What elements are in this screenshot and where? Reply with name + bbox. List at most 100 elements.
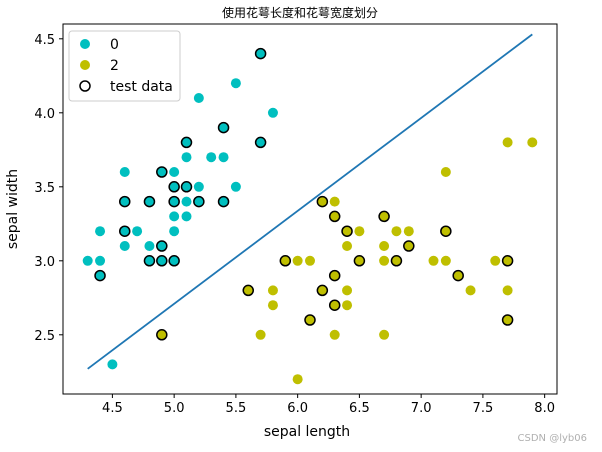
data-point-class-0	[181, 211, 192, 222]
axes-frame	[62, 23, 558, 395]
test-data-point	[94, 269, 106, 282]
test-data-point	[279, 255, 292, 267]
y-tick-label: 3.0	[34, 255, 55, 270]
decision-boundary-layer	[87, 33, 533, 370]
data-point-class-2	[292, 374, 303, 385]
data-point-class-2	[329, 196, 340, 207]
test-data-point	[440, 225, 452, 237]
data-point-class-0	[95, 255, 106, 266]
y-tick-label: 4.5	[34, 33, 55, 48]
x-axis-ticks: 4.5 5.0 5.5 6.0 6.5 7.0 7.5 8.0	[102, 394, 555, 416]
watermark: CSDN @lyb06	[518, 433, 587, 444]
x-axis-label: sepal length	[264, 424, 350, 440]
data-point-class-2	[379, 255, 390, 266]
legend-marker-test-data	[79, 80, 91, 92]
test-data-point	[242, 284, 254, 297]
test-data-point	[304, 314, 316, 326]
legend-marker-2	[80, 60, 90, 70]
legend-label-test-data: test data	[110, 79, 173, 95]
data-point-class-2	[527, 137, 538, 148]
test-data-point	[156, 255, 168, 267]
x-tick-label: 7.5	[473, 401, 494, 416]
test-data-point	[156, 166, 168, 178]
data-point-class-0	[193, 181, 204, 192]
data-point-class-0	[107, 359, 118, 370]
data-point-class-2	[428, 255, 439, 266]
data-point-class-0	[144, 241, 155, 251]
data-point-class-0	[218, 152, 229, 163]
test-data-point	[328, 299, 341, 311]
test-data-point	[403, 240, 415, 252]
test-data-point	[193, 195, 205, 208]
data-point-class-2	[490, 255, 501, 266]
data-point-class-2	[391, 226, 402, 237]
data-point-class-0	[82, 255, 93, 266]
test-data-point	[180, 181, 193, 193]
data-point-class-2	[379, 241, 390, 251]
test-data-point	[353, 255, 366, 267]
data-point-class-2	[342, 285, 353, 296]
data-point-class-2	[379, 329, 390, 340]
data-point-class-2	[255, 329, 266, 340]
test-data-point	[341, 225, 353, 237]
test-data-point	[156, 240, 168, 252]
test-data-point	[254, 47, 267, 60]
data-point-class-0	[230, 78, 241, 89]
legend-marker-0	[80, 39, 90, 49]
data-point-class-2	[267, 285, 278, 296]
test-data-point	[156, 329, 168, 341]
data-point-class-2	[354, 226, 365, 237]
test-data-point	[217, 195, 230, 208]
test-data-point	[328, 210, 341, 223]
data-point-class-0	[119, 241, 130, 251]
data-point-class-0	[206, 152, 217, 163]
y-tick-label: 2.5	[34, 329, 55, 344]
test-data-point	[501, 314, 514, 326]
x-tick-label: 5.5	[226, 401, 247, 416]
legend-label-2: 2	[110, 58, 119, 74]
data-point-class-0	[181, 152, 192, 163]
data-point-class-2	[403, 226, 414, 237]
x-tick-label: 6.0	[287, 401, 308, 416]
data-point-class-0	[169, 226, 180, 237]
test-data-point	[254, 136, 267, 149]
test-data-point	[390, 255, 403, 267]
data-point-class-0	[181, 196, 192, 207]
test-data-point	[168, 181, 180, 193]
test-data-point	[328, 269, 341, 282]
data-point-class-0	[95, 226, 106, 237]
data-point-class-2	[342, 241, 353, 251]
data-point-class-2	[465, 285, 476, 296]
plot-area: 4.5 5.0 5.5 6.0 6.5 7.0 7.5 8.0 2.5 3.0 3.5 4.0 4.5	[34, 23, 558, 416]
data-point-class-2	[440, 255, 451, 266]
data-point-class-0	[132, 226, 143, 237]
y-tick-label: 3.5	[34, 181, 55, 196]
test-data-point	[168, 195, 180, 208]
data-point-class-2	[502, 137, 513, 148]
decision-boundary-line	[87, 33, 533, 370]
data-point-class-0	[119, 167, 130, 177]
data-point-class-0	[267, 107, 278, 118]
y-axis-label: sepal width	[5, 169, 21, 249]
y-tick-label: 4.0	[34, 107, 55, 122]
y-axis-ticks: 2.5 3.0 3.5 4.0 4.5	[34, 33, 63, 344]
test-data-point	[316, 195, 329, 208]
legend: 0 2 test data	[68, 30, 181, 102]
data-point-class-2	[502, 285, 513, 296]
legend-label-0: 0	[110, 37, 119, 53]
data-point-class-2	[305, 255, 315, 266]
test-data-point	[452, 269, 464, 282]
legend-box	[68, 30, 181, 102]
data-point-class-2	[292, 255, 303, 266]
test-data-point	[143, 255, 156, 267]
test-data-point	[378, 210, 390, 223]
data-point-class-2	[440, 167, 451, 177]
test-data-point	[119, 195, 131, 208]
test-data-point	[501, 255, 514, 267]
test-points-layer	[94, 47, 514, 341]
data-point-class-0	[193, 93, 204, 103]
test-data-point	[119, 225, 131, 237]
data-point-class-2	[329, 329, 340, 340]
x-tick-label: 7.0	[411, 401, 432, 416]
